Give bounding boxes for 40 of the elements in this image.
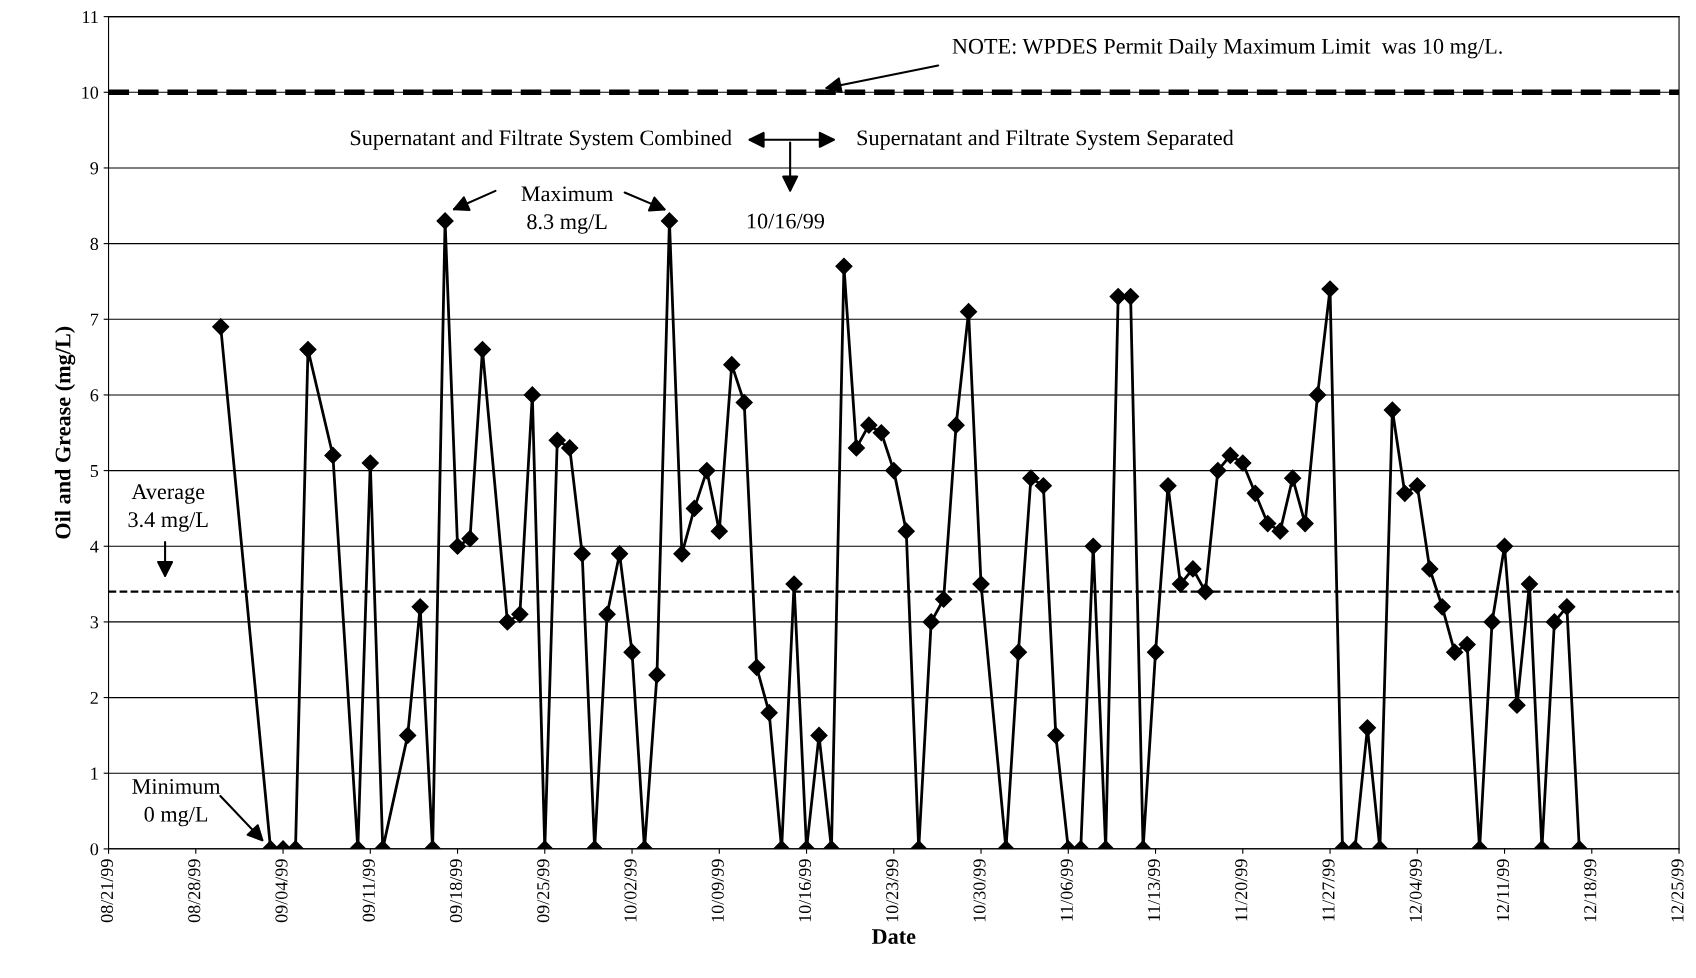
y-tick-label: 3	[90, 616, 99, 629]
annotation: Maximum 8.3 mg/L	[521, 186, 614, 234]
x-tick-label: 12/04/99	[1409, 859, 1422, 922]
ref-line-label: Average 3.4 mg/L	[128, 484, 208, 532]
y-tick-label: 11	[83, 10, 98, 23]
y-tick-label: 9	[90, 162, 99, 175]
x-tick-label: 10/02/99	[624, 859, 637, 922]
y-tick-label: 8	[90, 237, 99, 251]
y-tick-label: 1	[91, 767, 98, 780]
x-tick-label: 10/09/99	[711, 859, 724, 922]
x-tick-label: 09/04/99	[275, 859, 288, 923]
x-axis-title: Date	[871, 929, 916, 945]
x-tick-label: 09/18/99	[449, 859, 463, 923]
y-tick-label: 4	[90, 540, 99, 553]
x-tick-label: 10/30/99	[973, 859, 986, 922]
x-tick-label: 11/20/99	[1235, 859, 1248, 921]
x-tick-label: 12/11/99	[1496, 859, 1510, 921]
annotation: Minimum 0 mg/L	[132, 778, 221, 827]
x-tick-label: 10/16/99	[798, 859, 812, 922]
annotation: 10/16/99	[747, 213, 825, 229]
annotation: Supernatant and Filtrate System Separated	[857, 129, 1234, 150]
y-tick-label: 5	[90, 465, 99, 478]
y-tick-label: 2	[90, 691, 98, 704]
y-tick-label: 0	[90, 843, 99, 856]
x-tick-label: 09/11/99	[362, 859, 375, 922]
x-tick-label: 10/23/99	[886, 859, 899, 922]
x-tick-label: 11/06/99	[1060, 859, 1073, 921]
annotation: NOTE: WPDES Permit Daily Maximum Limit was 10 mg/L.	[952, 38, 1502, 59]
y-tick-label: 7	[90, 313, 99, 326]
x-tick-label: 11/13/99	[1147, 859, 1161, 921]
annotation: Supernatant and Filtrate System Combined	[350, 129, 732, 150]
x-tick-label: 12/25/99	[1671, 859, 1684, 922]
x-tick-label: 09/25/99	[537, 859, 550, 923]
x-tick-label: 12/18/99	[1584, 859, 1597, 922]
y-tick-label: 10	[82, 86, 99, 99]
y-axis-title: Oil and Grease (mg/L)	[54, 326, 76, 539]
x-tick-label: 11/27/99	[1322, 859, 1335, 921]
x-tick-label: 08/21/99	[100, 859, 114, 923]
x-tick-label: 08/28/99	[188, 859, 201, 923]
y-tick-label: 6	[90, 389, 99, 402]
